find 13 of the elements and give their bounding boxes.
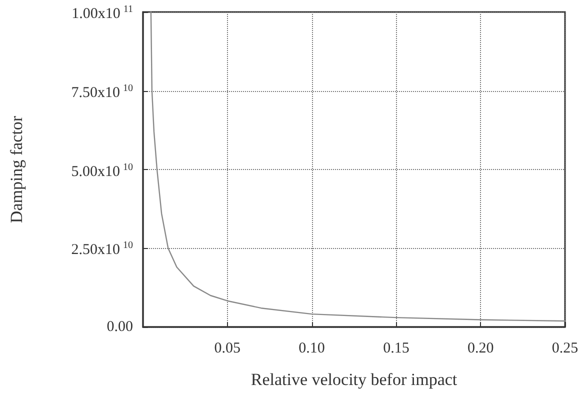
x-tick-label: 0.20 — [467, 340, 494, 356]
y-axis-title: Damping factor — [7, 116, 26, 224]
y-tick-label: 2.50x10$^{10}$ — [71, 239, 133, 258]
x-tick-label: 0.15 — [383, 340, 410, 356]
line-series — [150, 11, 566, 322]
y-tick-label: 1.00x10$^{11}$ — [72, 3, 133, 22]
x-axis-title: Relative velocity befor impact — [250, 370, 458, 389]
y-tick-label: 5.00x10$^{10}$ — [71, 160, 133, 180]
y-tick-label: 0.00 — [106, 319, 133, 335]
x-tick-label: 0.25 — [552, 340, 578, 356]
x-tick-label: 0.10 — [298, 340, 325, 356]
x-tick-label: 0.05 — [214, 340, 241, 356]
y-tick-label: 7.50x10$^{10}$ — [71, 82, 133, 101]
